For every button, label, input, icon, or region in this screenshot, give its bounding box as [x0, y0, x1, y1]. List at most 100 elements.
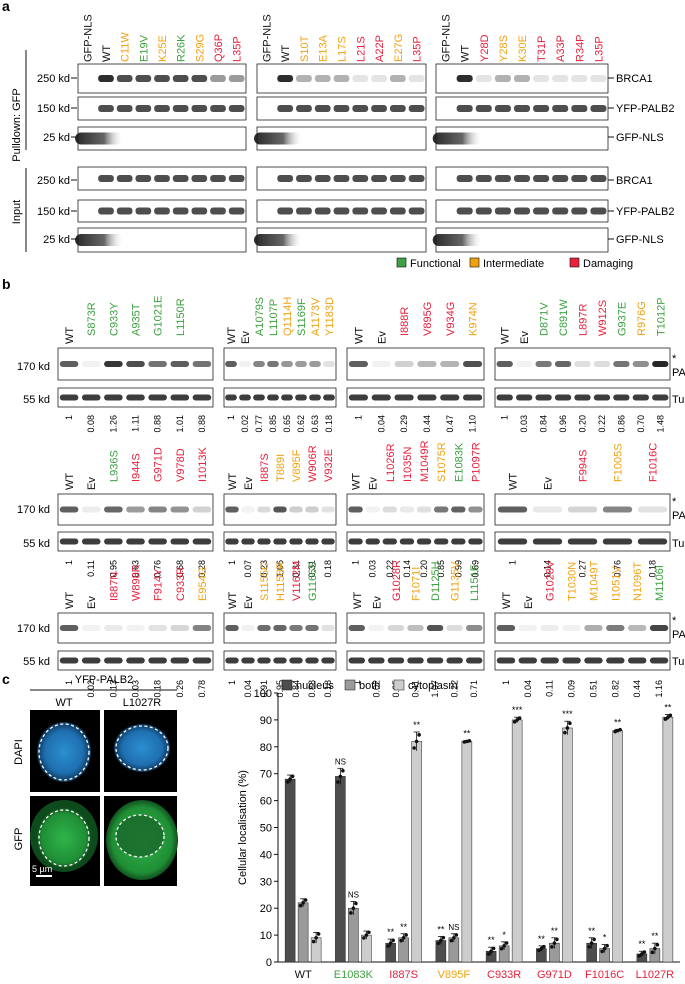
- band: [296, 207, 312, 215]
- quant-value: 1.06: [275, 560, 285, 578]
- palb2-band: [535, 361, 552, 367]
- band: [475, 207, 492, 215]
- data-point: [517, 716, 522, 720]
- sig-label: **: [488, 935, 496, 945]
- blot-strip: [346, 347, 485, 381]
- y-tick-label: 80: [260, 742, 272, 754]
- quant-value: 1: [227, 560, 237, 565]
- band: [314, 105, 331, 112]
- palb2-band: [394, 361, 414, 367]
- quant-value: 1.16: [654, 680, 664, 698]
- tubulin-band: [368, 657, 385, 664]
- lane-label: L35P: [412, 36, 424, 62]
- data-point: [587, 945, 591, 949]
- quant-value: 0.84: [539, 415, 549, 433]
- sig-label: **: [588, 926, 596, 936]
- data-point: [539, 946, 544, 951]
- palb2-band: [104, 506, 123, 513]
- tubulin-band: [632, 394, 649, 401]
- lane-label: E19V: [138, 34, 150, 62]
- data-point: [454, 933, 459, 937]
- data-point: [417, 733, 421, 737]
- band: [154, 175, 170, 182]
- data-point: [349, 911, 353, 915]
- palb2-band: [593, 361, 611, 367]
- mw-label: 170 kd: [17, 504, 50, 516]
- row-label: GFP-NLS: [616, 132, 664, 144]
- tubulin-band: [562, 657, 581, 664]
- lane-label: K974N: [468, 302, 480, 336]
- lane-label: WT: [64, 473, 76, 490]
- lane-label: G1028V: [545, 560, 557, 601]
- band: [513, 75, 531, 82]
- palb2-band: [465, 625, 483, 631]
- tubulin-band: [170, 394, 190, 401]
- palb2-band: [584, 625, 603, 631]
- quant-value: 0.18: [648, 560, 658, 578]
- band: [494, 175, 511, 182]
- quant-value: 0.03: [368, 560, 378, 578]
- lane-label: Ev: [543, 477, 555, 490]
- bar: [284, 778, 296, 963]
- quant-value: 1: [353, 415, 363, 420]
- x-tick-label: V895F: [438, 969, 471, 981]
- data-point: [565, 726, 570, 730]
- data-point: [602, 946, 607, 951]
- star-label: *: [672, 496, 677, 508]
- y-tick-label: 70: [260, 769, 272, 781]
- band: [352, 105, 369, 112]
- palb2-band: [387, 625, 405, 631]
- quant-value: 0.88: [307, 680, 317, 698]
- lane-label: F1005S: [613, 443, 625, 482]
- band: [408, 105, 425, 112]
- palb2-band: [496, 625, 516, 631]
- palb2-label: PALB2: [672, 629, 685, 641]
- sig-label: NS: [335, 757, 346, 766]
- quant-value: 0.11: [545, 680, 555, 697]
- tubulin-band: [192, 394, 212, 401]
- lane-label: I887S: [259, 453, 271, 482]
- tubulin-band: [394, 394, 414, 401]
- band: [456, 207, 473, 215]
- lane-label: WT: [226, 327, 238, 344]
- band: [352, 207, 369, 215]
- lane-label: Q36P: [213, 34, 225, 62]
- palb2-band: [241, 625, 255, 631]
- tubulin-band: [225, 538, 239, 545]
- lane-label: WT: [501, 592, 513, 609]
- blot-strip: [346, 493, 485, 526]
- lane-label: WT: [64, 327, 76, 344]
- band: [552, 105, 569, 112]
- tubulin-band: [170, 538, 190, 545]
- lane-label: D1125H: [430, 561, 442, 601]
- data-point: [589, 941, 594, 945]
- blot-strip: [494, 387, 671, 408]
- tubulin-band: [348, 394, 369, 401]
- quant-value: 1: [352, 680, 362, 685]
- quant-value: 1.01: [175, 415, 185, 433]
- band: [154, 75, 170, 82]
- localisation-chart: 0 10 20 30 40 50 60 70 80 90 100 Cellular localisat…: [237, 679, 680, 981]
- tubulin-band: [417, 394, 437, 401]
- micro-gfp-wt: 5 µm: [30, 796, 100, 886]
- palb2-band: [192, 361, 212, 367]
- data-point: [285, 780, 290, 784]
- lane-label: Ev: [376, 331, 388, 344]
- quant-value: 0.78: [197, 680, 207, 698]
- sig-label: NS: [448, 923, 459, 932]
- quant-value: 0.18: [153, 680, 163, 698]
- legend-label: nucleus: [296, 680, 334, 692]
- y-tick-label: 50: [260, 823, 272, 835]
- palb2-band: [225, 506, 239, 513]
- tubulin-band: [407, 657, 424, 664]
- tubulin-band: [497, 538, 528, 545]
- lane-label: A1173V: [310, 297, 322, 336]
- y-tick-label: 30: [260, 876, 272, 888]
- sig-label: ***: [512, 705, 523, 715]
- bar: [562, 727, 573, 963]
- data-point: [502, 944, 506, 948]
- band: [296, 75, 312, 82]
- lane-label: T1012P: [655, 297, 667, 336]
- lane-label: M1049R: [419, 440, 431, 482]
- x-tick-label: WT: [295, 969, 312, 981]
